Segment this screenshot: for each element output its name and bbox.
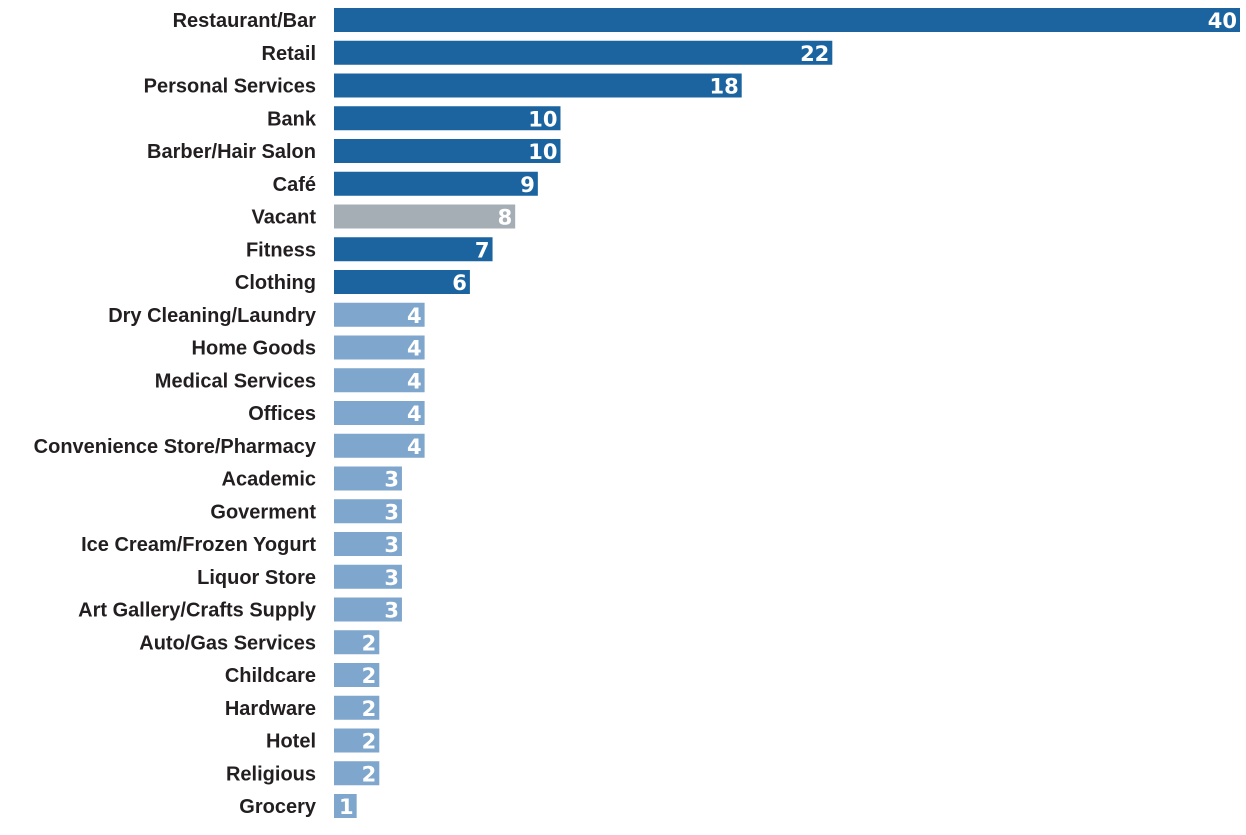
- bar-13: [334, 433, 425, 458]
- category-label-23: Religious: [226, 763, 316, 785]
- value-label-9: 4: [407, 304, 422, 328]
- value-label-8: 6: [452, 271, 467, 295]
- category-label-0: Restaurant/Bar: [173, 10, 317, 32]
- category-label-2: Personal Services: [144, 76, 316, 98]
- value-label-18: 3: [384, 599, 399, 623]
- value-label-22: 2: [362, 730, 377, 754]
- category-label-7: Fitness: [246, 239, 316, 261]
- bar-14: [334, 466, 402, 491]
- value-label-20: 2: [362, 664, 377, 688]
- category-label-24: Grocery: [239, 796, 317, 818]
- value-label-7: 7: [475, 238, 490, 262]
- value-label-14: 3: [384, 468, 399, 492]
- category-label-9: Dry Cleaning/Laundry: [108, 305, 317, 327]
- category-label-10: Home Goods: [192, 338, 316, 360]
- category-label-12: Offices: [248, 403, 316, 425]
- category-label-17: Liquor Store: [197, 567, 316, 589]
- bar-4: [334, 139, 561, 163]
- value-label-6: 8: [498, 206, 513, 230]
- bar-23: [334, 761, 380, 786]
- value-label-1: 22: [800, 42, 829, 66]
- bar-21: [334, 695, 380, 720]
- bar-19: [334, 630, 380, 655]
- value-label-5: 9: [520, 173, 535, 197]
- value-label-16: 3: [384, 533, 399, 557]
- value-label-19: 2: [362, 631, 377, 655]
- category-label-18: Art Gallery/Crafts Supply: [78, 600, 317, 622]
- bar-17: [334, 564, 402, 589]
- category-label-5: Café: [273, 174, 316, 196]
- category-label-1: Retail: [262, 43, 316, 65]
- value-label-21: 2: [362, 697, 377, 721]
- value-label-11: 4: [407, 369, 422, 393]
- bar-12: [334, 401, 425, 425]
- value-label-2: 18: [709, 75, 738, 99]
- category-label-22: Hotel: [266, 731, 316, 753]
- bar-16: [334, 532, 402, 556]
- bar-5: [334, 171, 538, 196]
- value-label-0: 40: [1208, 9, 1237, 33]
- value-label-15: 3: [384, 500, 399, 524]
- category-label-3: Bank: [267, 108, 317, 130]
- category-label-11: Medical Services: [155, 370, 316, 392]
- value-label-12: 4: [407, 402, 422, 426]
- bar-8: [334, 270, 470, 294]
- bar-24: [334, 794, 357, 818]
- value-label-10: 4: [407, 337, 422, 361]
- category-label-8: Clothing: [235, 272, 316, 294]
- value-label-13: 4: [407, 435, 422, 459]
- category-label-15: Goverment: [210, 501, 316, 523]
- category-label-13: Convenience Store/Pharmacy: [34, 436, 317, 458]
- bar-11: [334, 368, 425, 393]
- category-label-16: Ice Cream/Frozen Yogurt: [81, 534, 316, 556]
- category-label-19: Auto/Gas Services: [139, 632, 316, 654]
- bar-3: [334, 106, 561, 131]
- value-label-23: 2: [362, 762, 377, 786]
- bar-0: [334, 8, 1240, 32]
- bar-20: [334, 663, 380, 687]
- bar-15: [334, 499, 402, 524]
- bar-7: [334, 237, 493, 262]
- category-label-4: Barber/Hair Salon: [147, 141, 316, 163]
- bar-9: [334, 302, 425, 327]
- category-label-20: Childcare: [225, 665, 316, 687]
- value-label-4: 10: [528, 140, 557, 164]
- bar-10: [334, 335, 425, 360]
- value-label-17: 3: [384, 566, 399, 590]
- bar-22: [334, 728, 380, 753]
- bar-1: [334, 40, 833, 65]
- bar-18: [334, 597, 402, 622]
- bar-6: [334, 204, 516, 229]
- value-label-24: 1: [339, 795, 354, 819]
- category-label-14: Academic: [222, 469, 317, 491]
- bar-2: [334, 73, 742, 98]
- category-label-21: Hardware: [225, 698, 316, 720]
- value-label-3: 10: [528, 107, 557, 131]
- category-label-6: Vacant: [252, 207, 317, 229]
